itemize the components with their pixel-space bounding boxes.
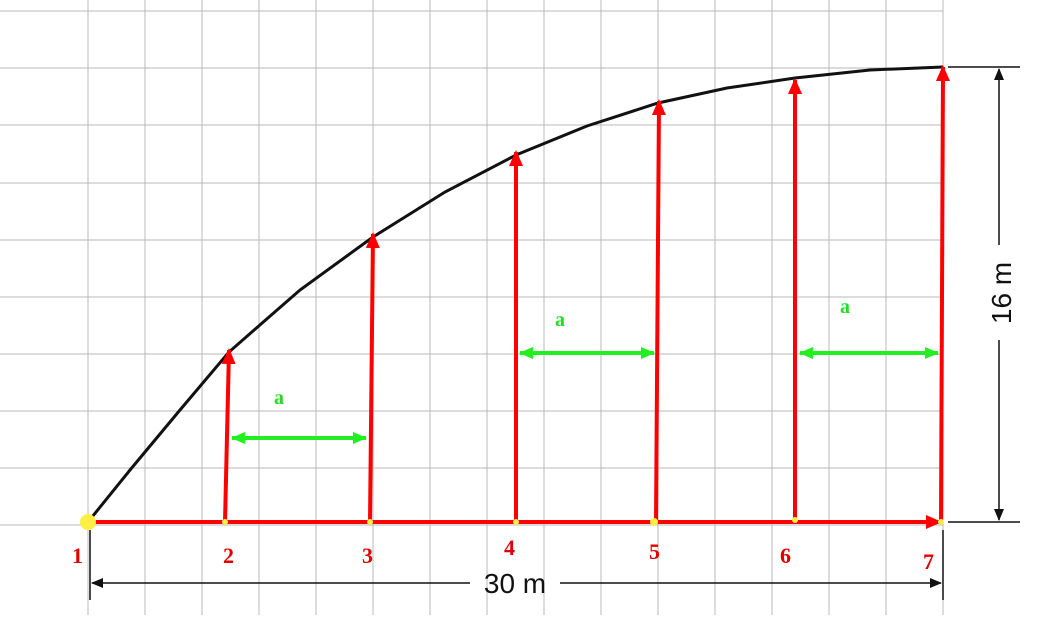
width-label: 30 m [484, 568, 546, 599]
spacing-label: a [840, 296, 850, 318]
spacing-label: a [555, 309, 565, 331]
point-label: 5 [649, 539, 660, 564]
dimension-lines [89, 66, 1020, 600]
height-label: 16 m [986, 262, 1017, 324]
spacing-label: a [274, 387, 284, 409]
point-label: 4 [504, 535, 515, 560]
point-label: 1 [72, 543, 83, 568]
point-label: 6 [780, 543, 791, 568]
red-arrows [88, 65, 950, 529]
point-label: 3 [362, 543, 373, 568]
grid [0, 0, 944, 615]
base-points [80, 514, 944, 530]
point-label: 2 [223, 543, 234, 568]
point-label: 7 [923, 549, 934, 574]
arc-curve [86, 65, 944, 523]
spacing-arrows [231, 347, 939, 444]
